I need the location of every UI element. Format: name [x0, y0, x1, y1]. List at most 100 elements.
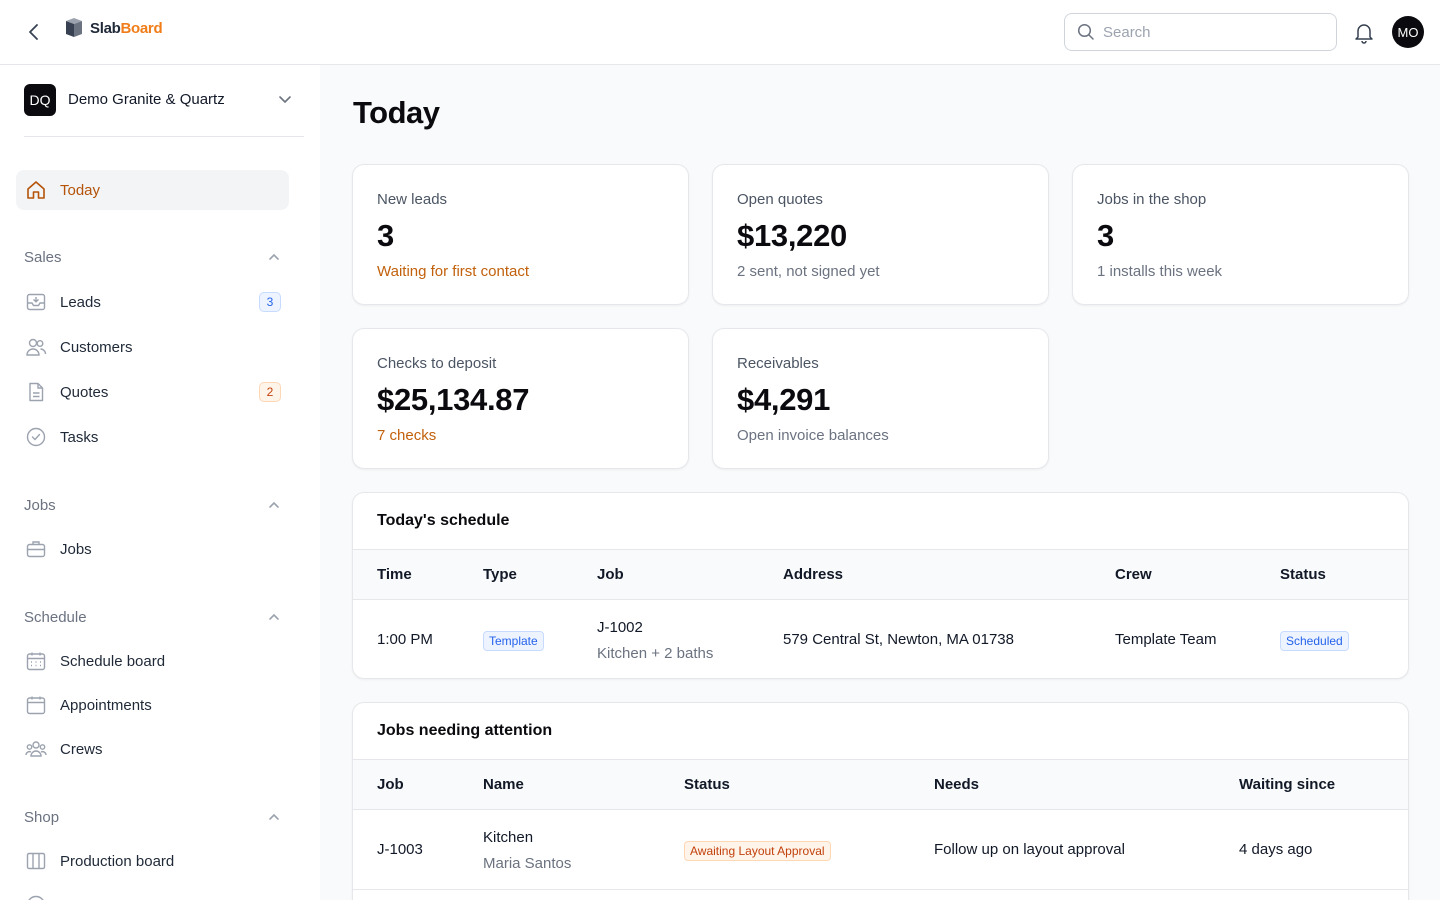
page-title: Today	[353, 95, 440, 130]
calendar-grid-icon	[24, 649, 48, 673]
nav-label-leads: Leads	[60, 293, 101, 311]
section-jobs-label: Jobs	[24, 496, 56, 514]
card-open-quotes[interactable]: Open quotes $13,220 2 sent, not signed y…	[712, 164, 1049, 305]
nav-label-schedule-board: Schedule board	[60, 652, 166, 670]
nav-label-tasks: Tasks	[60, 428, 99, 446]
card-value: $25,134.87	[377, 382, 530, 417]
section-sales-toggle[interactable]: Sales	[24, 247, 280, 267]
nav-item-partial[interactable]	[16, 885, 289, 900]
cell-waiting-since: 4 days ago	[1239, 841, 1313, 858]
search-box[interactable]	[1064, 13, 1337, 51]
col-header-waiting-since: Waiting since	[1239, 776, 1336, 793]
slabboard-logo[interactable]: SlabBoard	[62, 17, 163, 39]
nav-item-production-board[interactable]: Production board	[16, 841, 289, 881]
back-arrow-icon[interactable]	[22, 20, 46, 44]
cell-job-number: J-1003	[377, 841, 423, 858]
notification-bell-icon[interactable]	[1352, 20, 1376, 44]
card-subtext: 7 checks	[377, 427, 437, 444]
table-header: Time Type Job Address Crew Status	[353, 550, 1408, 600]
home-icon	[24, 178, 48, 202]
nav-label-production-board: Production board	[60, 852, 175, 870]
chevron-up-icon	[269, 613, 279, 620]
section-schedule-label: Schedule	[24, 608, 87, 626]
card-checks-to-deposit[interactable]: Checks to deposit $25,134.87 7 checks	[352, 328, 689, 469]
section-shop-toggle[interactable]: Shop	[24, 807, 280, 827]
nav-item-jobs[interactable]: Jobs	[16, 529, 289, 569]
card-label: Jobs in the shop	[1097, 191, 1207, 208]
cell-needs: Follow up on layout approval	[934, 841, 1125, 858]
col-header-status: Status	[1280, 566, 1326, 583]
search-input[interactable]	[1103, 23, 1323, 41]
section-schedule-toggle[interactable]: Schedule	[24, 607, 280, 627]
cell-time: 1:00 PM	[377, 631, 433, 648]
table-row[interactable]: J-1003 Kitchen Maria Santos Awaiting Lay…	[353, 810, 1408, 890]
nav-item-crews[interactable]: Crews	[16, 729, 289, 769]
nav-item-schedule-board[interactable]: Schedule board	[16, 641, 289, 681]
calendar-icon	[24, 693, 48, 717]
org-name: Demo Granite & Quartz	[68, 91, 225, 108]
col-header-time: Time	[377, 566, 412, 583]
chevron-down-icon	[279, 96, 291, 104]
quotes-count-badge: 2	[259, 382, 281, 402]
card-subtext: Waiting for first contact	[377, 263, 529, 280]
card-value: $13,220	[737, 218, 847, 253]
card-subtext: 2 sent, not signed yet	[737, 263, 880, 280]
card-label: Receivables	[737, 355, 819, 372]
card-jobs-in-shop[interactable]: Jobs in the shop 3 1 installs this week	[1072, 164, 1409, 305]
section-jobs-toggle[interactable]: Jobs	[24, 495, 280, 515]
document-icon	[24, 380, 48, 404]
nav-label-appointments: Appointments	[60, 696, 152, 714]
nav-label-customers: Customers	[60, 338, 133, 356]
col-header-type: Type	[483, 566, 517, 583]
sidebar: DQ Demo Granite & Quartz Today Sales Lea…	[0, 65, 320, 900]
chevron-up-icon	[269, 253, 279, 260]
type-badge: Template	[483, 631, 544, 651]
nav-item-today[interactable]: Today	[16, 170, 289, 210]
jobs-needing-attention-panel: Jobs needing attention Job Name Status N…	[352, 702, 1409, 900]
nav-item-customers[interactable]: Customers	[16, 327, 289, 367]
cell-address: 579 Central St, Newton, MA 01738	[783, 631, 1014, 648]
card-label: Open quotes	[737, 191, 823, 208]
briefcase-icon	[24, 537, 48, 561]
org-avatar: DQ	[24, 84, 56, 116]
nav-item-quotes[interactable]: Quotes 2	[16, 372, 289, 412]
section-shop-label: Shop	[24, 808, 60, 826]
top-bar: SlabBoard MO	[0, 0, 1440, 65]
users-icon	[24, 335, 48, 359]
leads-count-badge: 3	[259, 292, 281, 312]
card-label: Checks to deposit	[377, 355, 497, 372]
search-icon	[1077, 23, 1094, 40]
card-receivables[interactable]: Receivables $4,291 Open invoice balances	[712, 328, 1049, 469]
card-subtext: 1 installs this week	[1097, 263, 1223, 280]
col-header-name: Name	[483, 776, 524, 793]
col-header-status: Status	[684, 776, 730, 793]
nav-label-jobs: Jobs	[60, 540, 92, 558]
todays-schedule-panel: Today's schedule Time Type Job Address C…	[352, 492, 1409, 679]
panel-title: Jobs needing attention	[353, 703, 1408, 760]
cell-job-name: Kitchen	[483, 829, 534, 846]
nav-label-quotes: Quotes	[60, 383, 109, 401]
card-subtext: Open invoice balances	[737, 427, 889, 444]
col-header-job: Job	[597, 566, 624, 583]
nav-item-appointments[interactable]: Appointments	[16, 685, 289, 725]
nav-item-leads[interactable]: Leads 3	[16, 282, 289, 322]
col-header-needs: Needs	[934, 776, 980, 793]
panel-title: Today's schedule	[353, 493, 1408, 550]
org-switcher[interactable]: DQ Demo Granite & Quartz	[24, 84, 304, 136]
chevron-up-icon	[269, 813, 279, 820]
card-value: 3	[1097, 218, 1114, 253]
nav-label-crews: Crews	[60, 740, 103, 758]
cell-job-description: Kitchen + 2 baths	[597, 645, 714, 662]
col-header-job: Job	[377, 776, 404, 793]
cell-customer-name: Maria Santos	[483, 855, 572, 872]
table-row[interactable]: 1:00 PM Template J-1002 Kitchen + 2 bath…	[353, 600, 1408, 678]
circle-icon	[24, 893, 48, 900]
user-avatar[interactable]: MO	[1392, 16, 1424, 48]
col-header-address: Address	[783, 566, 844, 583]
nav-item-tasks[interactable]: Tasks	[16, 417, 289, 457]
logo-board-text: Board	[120, 19, 163, 37]
inbox-icon	[24, 290, 48, 314]
status-badge: Awaiting Layout Approval	[684, 841, 831, 861]
slab-stack-icon	[66, 18, 82, 37]
card-new-leads[interactable]: New leads 3 Waiting for first contact	[352, 164, 689, 305]
